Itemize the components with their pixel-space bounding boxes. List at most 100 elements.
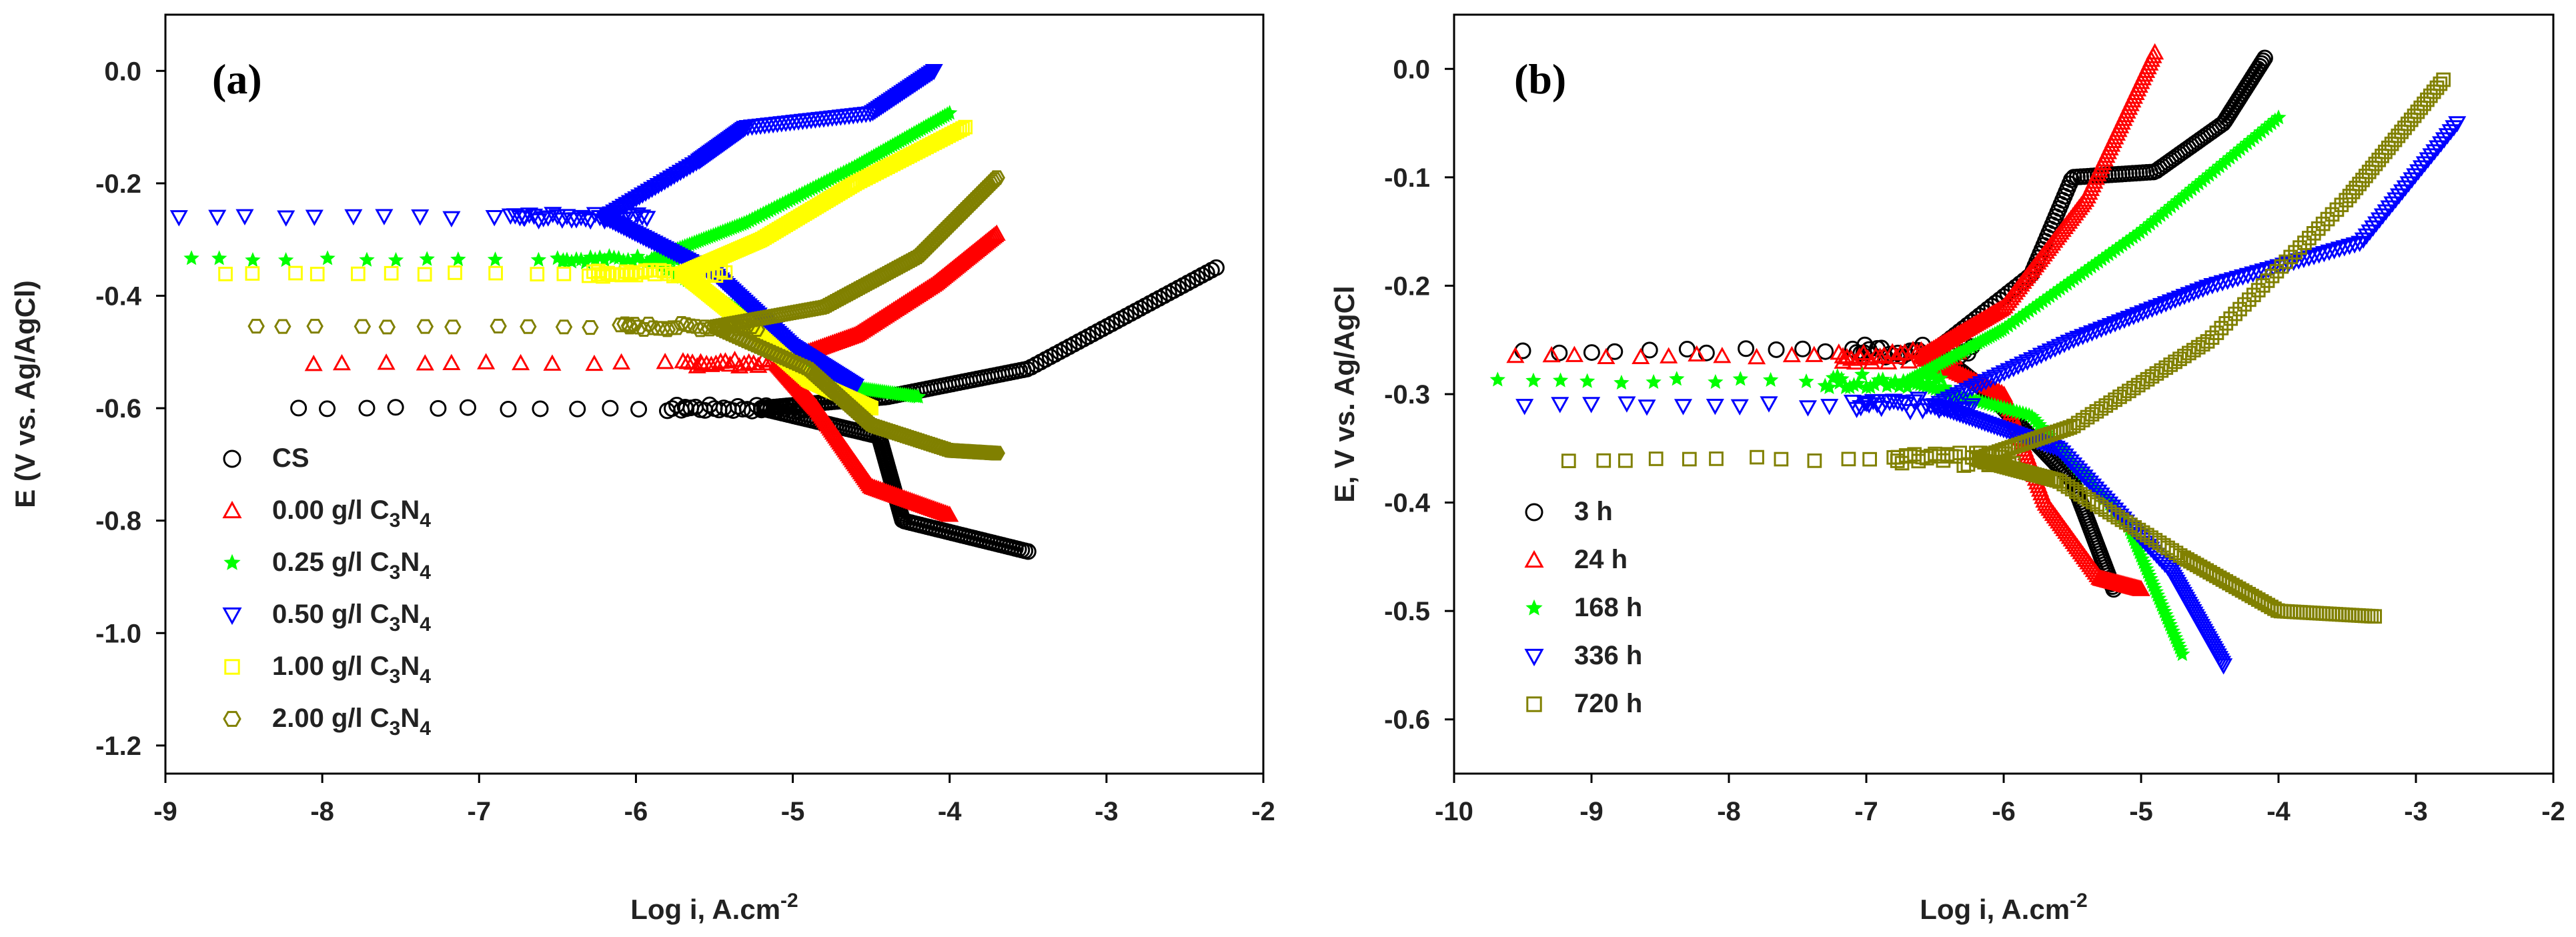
data-point [485,209,504,227]
series-1 [1506,43,2164,596]
panel-label: (a) [212,55,262,103]
data-point [2106,316,2124,333]
legend-label: 168 h [1574,593,1642,622]
data-point [2204,330,2220,345]
data-point [687,319,704,334]
data-point [880,93,899,111]
data-point [2098,502,2113,517]
data-point [836,393,854,409]
data-point [1838,348,1856,365]
data-point [2436,72,2451,87]
data-point [1972,376,1990,393]
x-tick-label: -10 [1435,797,1473,826]
data-point [1768,341,1785,358]
data-point [2090,497,2104,512]
panel-label: (b) [1514,55,1566,103]
data-point [940,506,959,522]
data-point [2329,202,2345,217]
data-point [1019,543,1037,560]
data-point [1748,347,1766,365]
data-point [2064,332,2083,349]
data-point [2174,646,2190,662]
data-point [2050,339,2069,355]
data-point [384,265,399,281]
data-point [2114,512,2130,528]
data-point [2073,487,2088,502]
legend-label-part: N [400,496,420,525]
data-point [2315,245,2333,263]
data-point [1579,373,1595,388]
data-point [804,365,822,381]
data-point [654,321,672,336]
data-point [1660,347,1678,363]
data-point [2081,492,2096,507]
data-point [245,251,261,267]
legend-subscript: 4 [420,562,431,584]
data-point [532,400,549,417]
x-tick-label: -7 [467,797,491,826]
x-tick-label: -5 [2129,797,2153,826]
data-point [866,103,884,120]
data-point [548,209,567,225]
data-point [305,209,324,226]
data-point [2118,515,2134,530]
data-point [2124,309,2143,325]
legend-label: 0.25 g/l C3N4 [272,548,431,584]
data-point [720,355,740,372]
data-point [2433,76,2448,91]
legend-subscript: 4 [420,666,431,688]
data-point [2027,349,2046,367]
data-point [304,354,323,371]
data-point [2064,482,2080,497]
data-point [2148,533,2163,548]
data-point [2102,505,2117,520]
data-point [2271,109,2287,125]
x-axis-title: Log i, A.cm-2 [630,890,798,925]
data-point [2238,267,2257,285]
data-point [2134,305,2152,322]
y-tick-label: -0.4 [1384,489,1431,518]
data-point [530,251,547,267]
legend-subscript: 3 [390,718,401,740]
data-point [218,266,233,281]
data-point [354,319,372,334]
data-point [1674,399,1693,415]
data-point [2127,520,2142,535]
data-point [2056,476,2072,492]
legend-subscript: 4 [420,614,431,636]
data-point [874,97,892,115]
data-point [490,318,507,334]
data-point [2256,49,2273,67]
data-point [2237,297,2252,312]
legend-marker [1524,550,1544,568]
data-point [235,209,254,225]
data-point [1949,387,1968,403]
data-point [487,251,504,267]
data-point [2096,319,2115,336]
data-point [2074,329,2092,345]
data-point [1782,345,1801,363]
data-point [1515,399,1534,415]
data-point [411,209,430,226]
data-point [1841,451,1856,467]
x-tick-label: -8 [1717,797,1741,826]
data-point [1901,403,1920,421]
x-tick-label: -8 [310,797,334,826]
data-point [1638,399,1656,416]
legend-marker [1526,696,1542,712]
data-point [1805,345,1824,362]
data-point [2164,543,2180,558]
legend-label-part: N [400,652,420,681]
data-point [2018,354,2037,371]
data-point [388,251,404,267]
data-point [1854,366,1870,381]
data-point [2228,271,2247,287]
data-point [2320,211,2335,227]
data-point [417,267,432,282]
data-point [2085,494,2100,510]
data-point [1706,398,1724,415]
data-point [277,210,295,227]
data-point [2228,306,2242,321]
data-point [1821,379,1838,394]
data-point [810,371,828,386]
